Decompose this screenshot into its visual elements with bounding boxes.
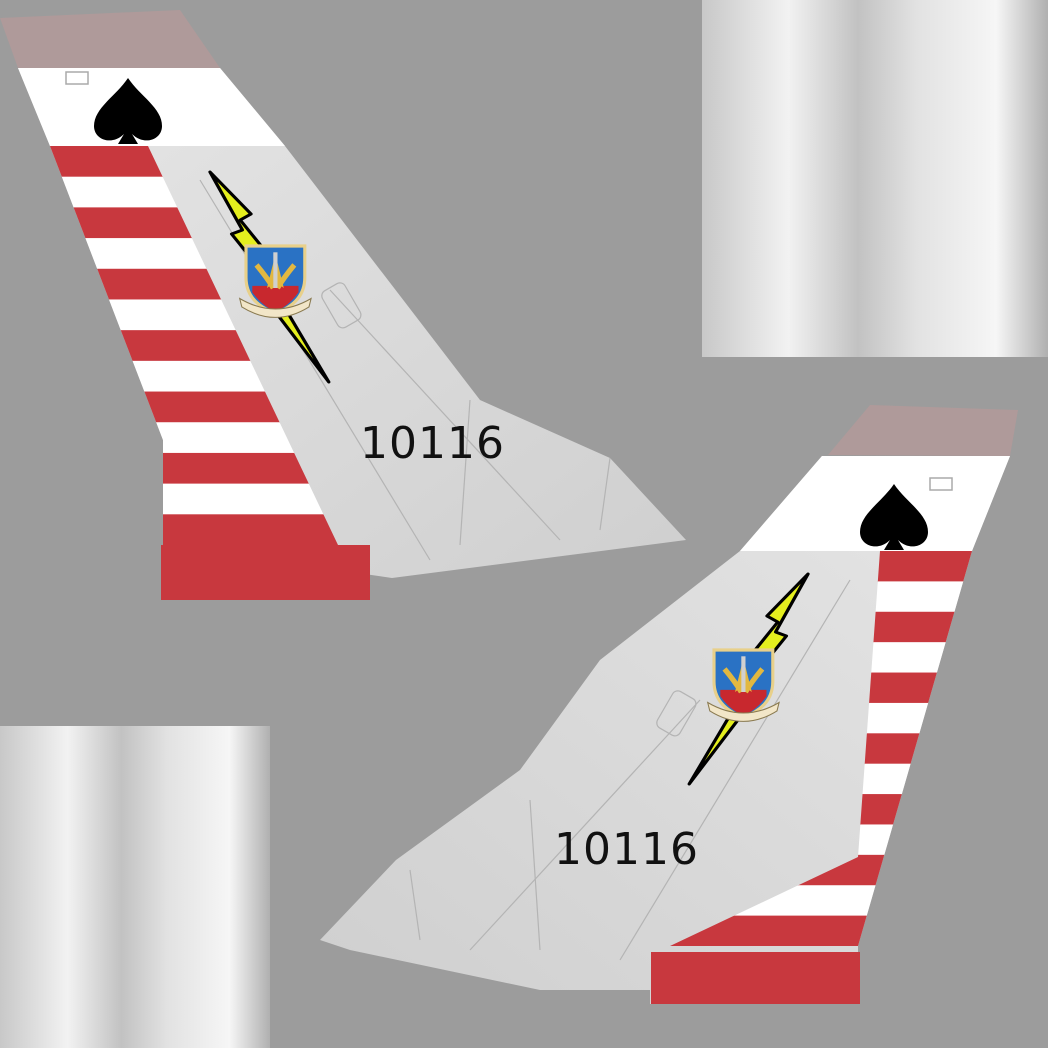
- fin-base-red: [651, 952, 860, 1004]
- fuselage-panel-bottom-left: [0, 726, 270, 1048]
- spade-icon: [860, 484, 928, 550]
- tail-number-left: 10116: [360, 418, 505, 469]
- fin-cap: [828, 405, 1018, 456]
- fin-cap: [0, 10, 220, 68]
- command-shield-emblem: [240, 246, 311, 317]
- spade-icon: [94, 78, 162, 144]
- stripe: [50, 514, 338, 545]
- insignia-band: [740, 456, 1010, 551]
- rect-marker: [65, 71, 89, 85]
- command-shield-emblem: [708, 650, 779, 721]
- tail-fin-left: 10116: [0, 10, 686, 600]
- rect-marker: [929, 477, 953, 491]
- fuselage-panel-top-right: [702, 0, 1048, 357]
- fin-base-red: [161, 545, 370, 600]
- panel-lines: [409, 579, 851, 961]
- tail-number-right: 10116: [554, 824, 699, 875]
